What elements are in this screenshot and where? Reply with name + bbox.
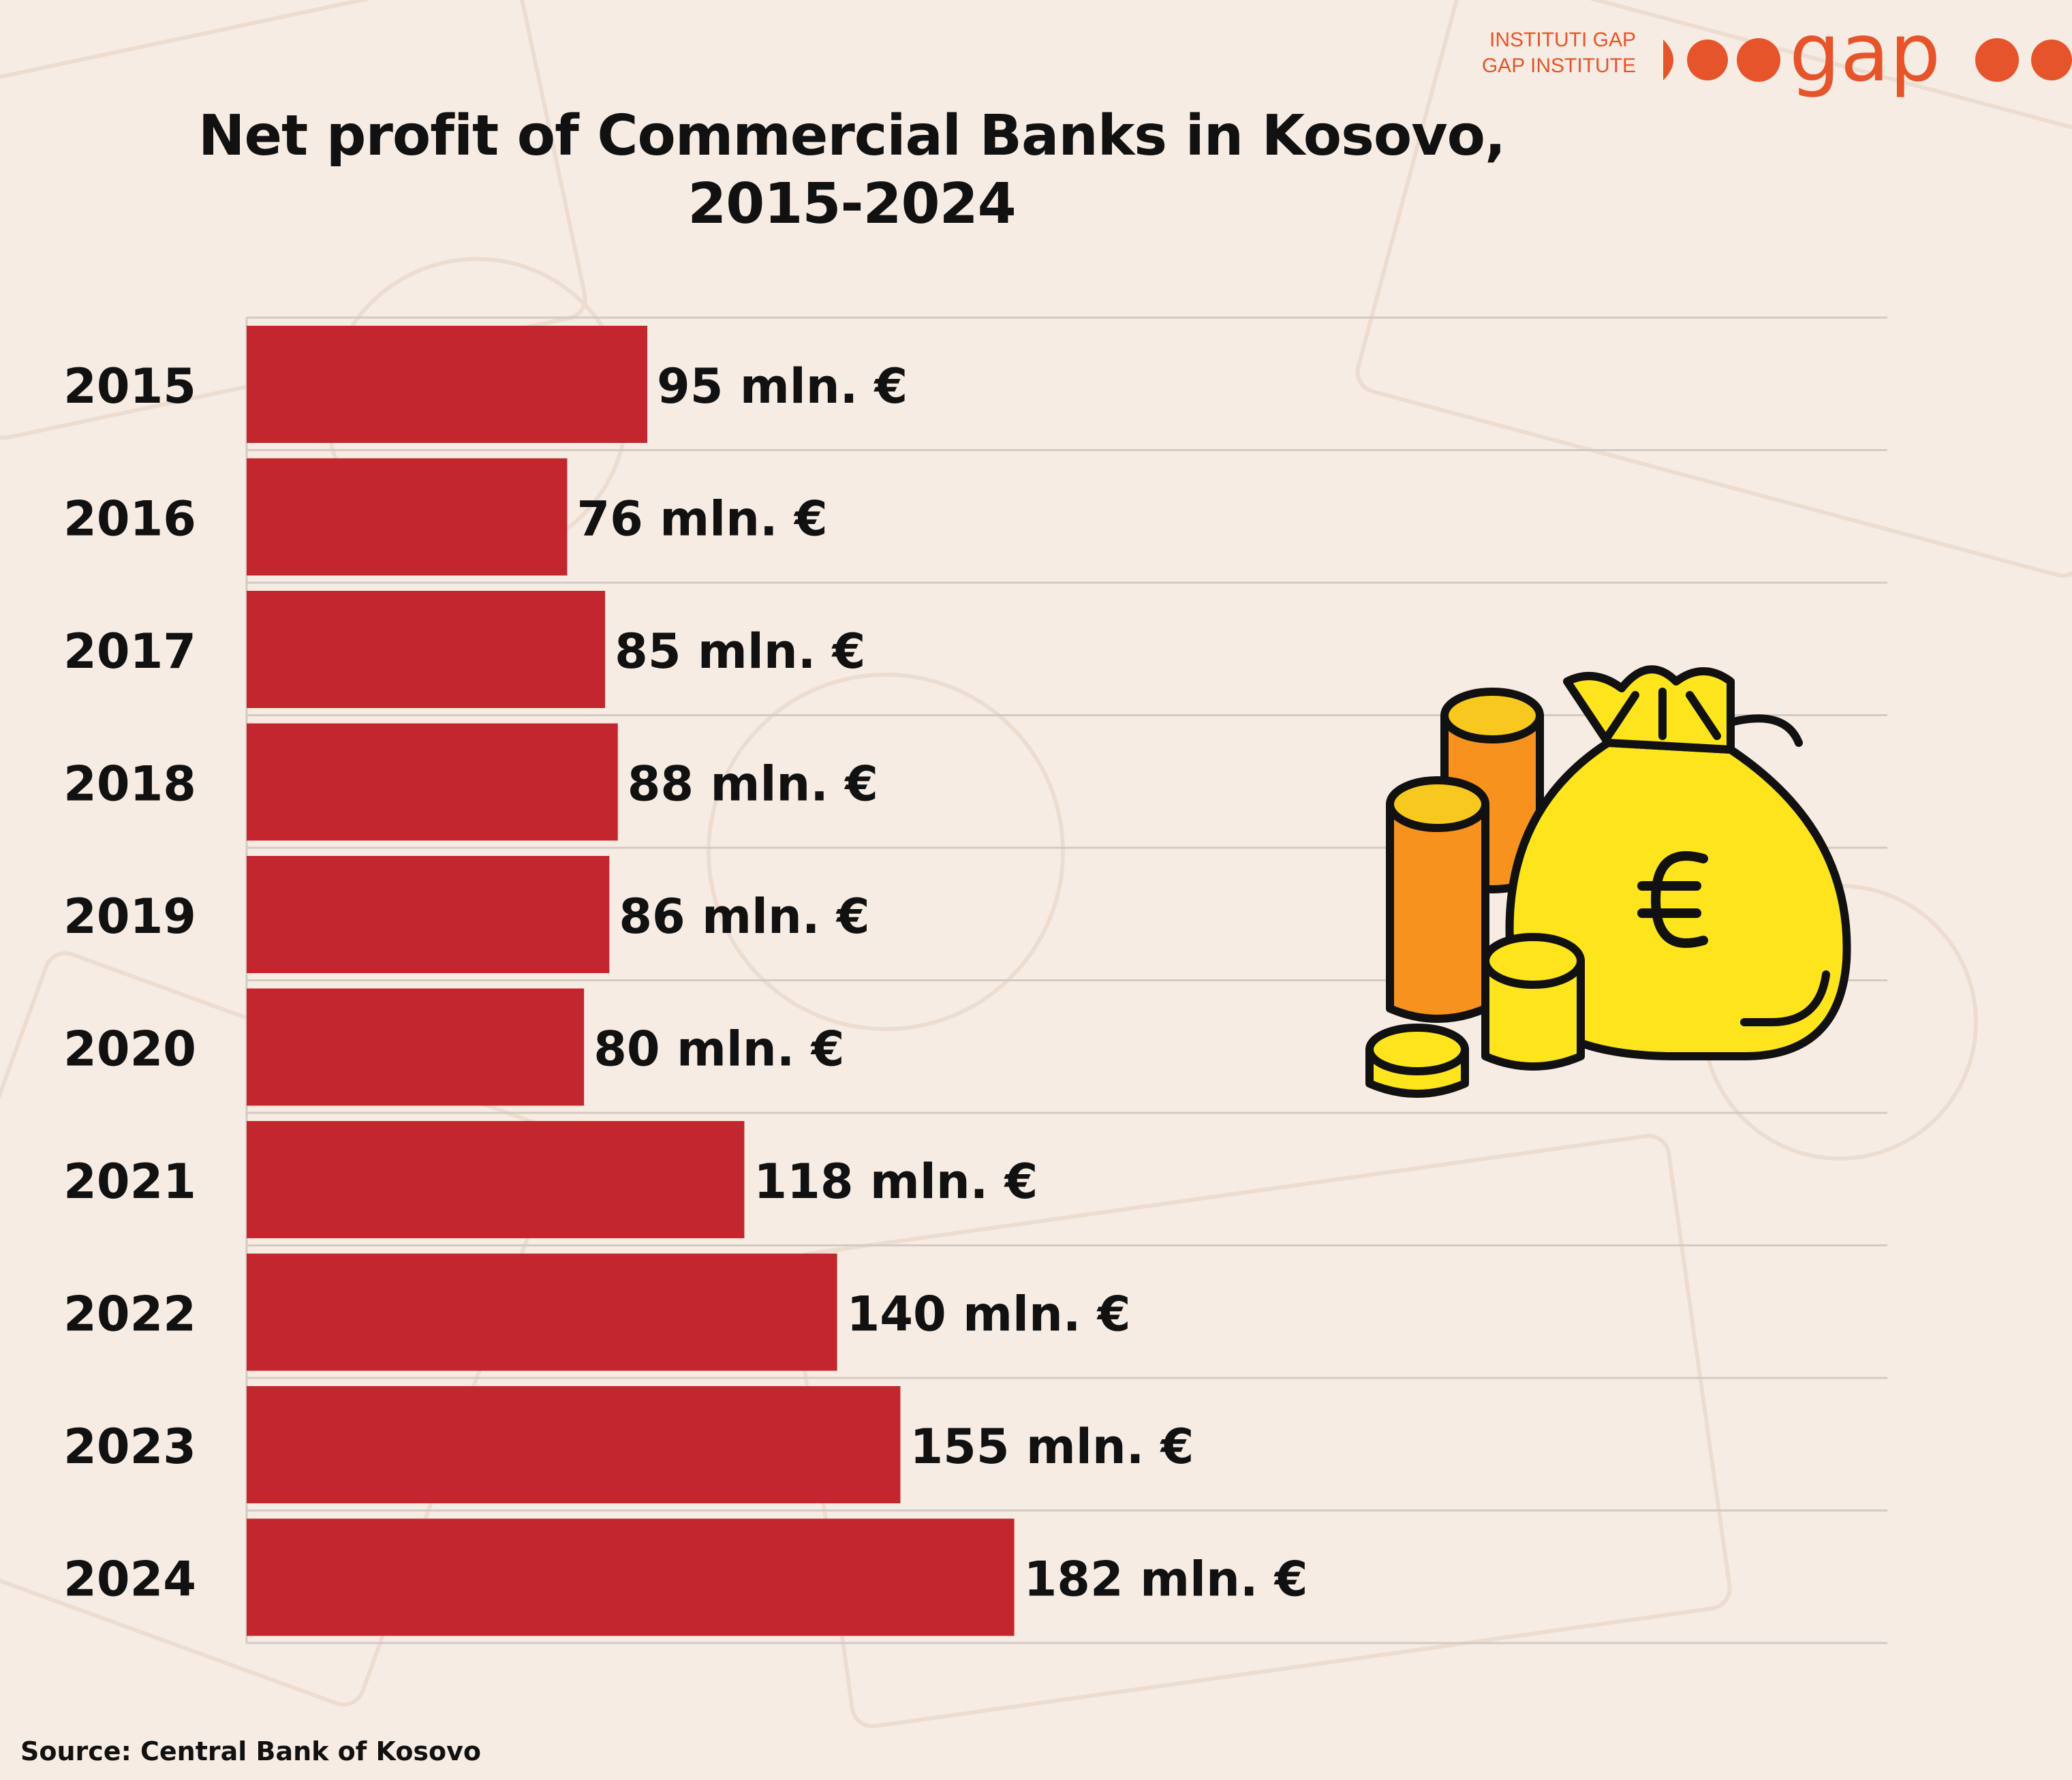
source-note: Source: Central Bank of Kosovo bbox=[20, 1736, 482, 1766]
bar bbox=[247, 1386, 901, 1503]
gap-institute-logo: INSTITUTI GAP GAP INSTITUTE gap bbox=[1432, 19, 2072, 101]
bar bbox=[247, 1121, 745, 1238]
data-label: 95 mln. € bbox=[657, 358, 908, 414]
y-tick-label: 2016 bbox=[63, 491, 196, 547]
bar bbox=[247, 1518, 1015, 1636]
data-label: 86 mln. € bbox=[619, 889, 869, 945]
bar bbox=[247, 988, 585, 1106]
y-tick-label: 2020 bbox=[63, 1022, 196, 1077]
bar bbox=[247, 723, 618, 841]
logo-line-1: INSTITUTI GAP bbox=[1489, 29, 1636, 51]
title-line-2: 2015-2024 bbox=[687, 172, 1016, 236]
bar bbox=[247, 591, 606, 708]
chart-title: Net profit of Commercial Banks in Kosovo… bbox=[0, 102, 1703, 239]
logo-text: INSTITUTI GAP GAP INSTITUTE bbox=[1432, 27, 1636, 79]
bar bbox=[247, 1253, 837, 1371]
y-tick-label: 2017 bbox=[63, 624, 196, 679]
y-tick-label: 2019 bbox=[63, 889, 196, 945]
logo-wordmark: gap bbox=[1663, 19, 2072, 99]
data-label: 85 mln. € bbox=[615, 624, 865, 679]
data-label: 88 mln. € bbox=[628, 756, 878, 812]
bar bbox=[247, 458, 568, 576]
data-label: 155 mln. € bbox=[910, 1419, 1194, 1475]
data-label: 76 mln. € bbox=[576, 491, 827, 547]
logo-line-2: GAP INSTITUTE bbox=[1481, 55, 1636, 77]
y-tick-label: 2021 bbox=[63, 1154, 196, 1210]
title-line-1: Net profit of Commercial Banks in Kosovo… bbox=[198, 104, 1506, 168]
y-tick-label: 2015 bbox=[63, 358, 196, 414]
y-tick-label: 2024 bbox=[63, 1552, 196, 1608]
money-bag-euro-coins-icon bbox=[1365, 665, 1851, 1098]
bar bbox=[247, 326, 648, 443]
data-label: 80 mln. € bbox=[593, 1022, 844, 1077]
bar bbox=[247, 856, 610, 973]
y-tick-label: 2022 bbox=[63, 1287, 196, 1342]
y-tick-label: 2018 bbox=[63, 756, 196, 812]
data-label: 140 mln. € bbox=[847, 1287, 1131, 1342]
data-label: 182 mln. € bbox=[1024, 1552, 1308, 1608]
logo-wordmark-text: gap bbox=[1789, 19, 1940, 99]
y-tick-label: 2023 bbox=[63, 1419, 196, 1475]
data-label: 118 mln. € bbox=[754, 1154, 1038, 1210]
